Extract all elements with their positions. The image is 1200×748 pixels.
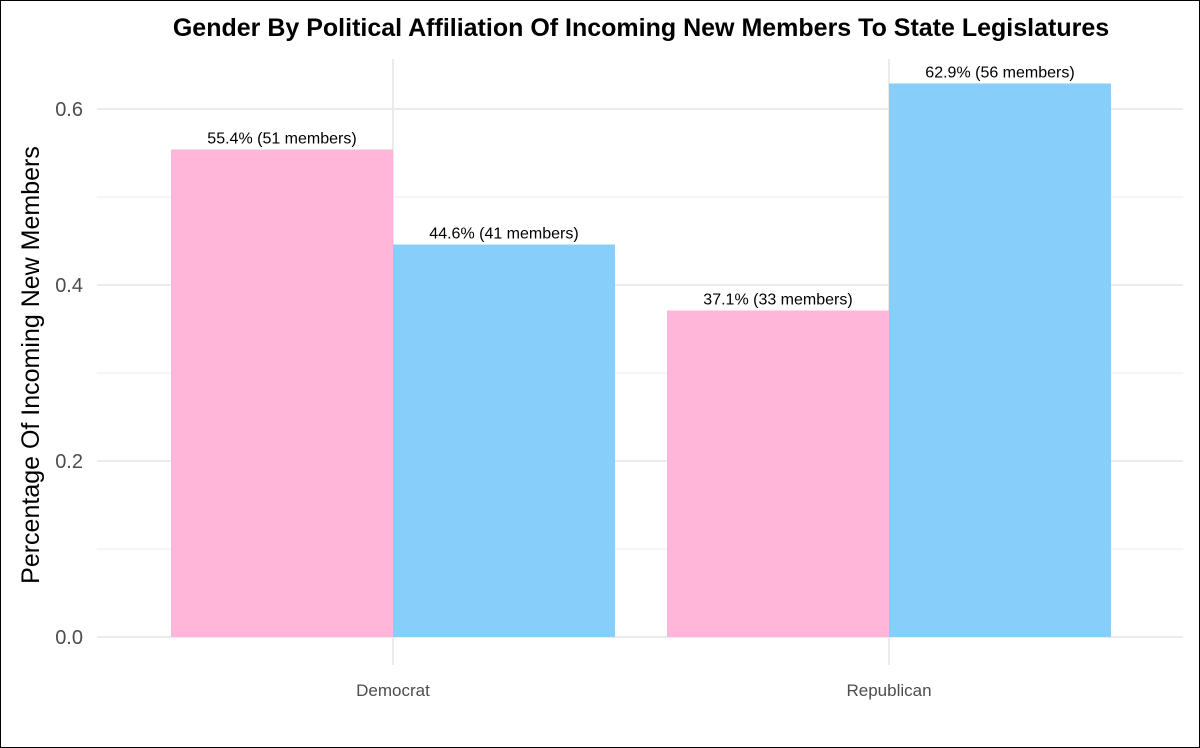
y-tick-label: 0.2 xyxy=(55,451,83,473)
axis-ticks: 0.0 0.2 0.4 0.6 Democrat Republican xyxy=(55,99,931,700)
data-label: 37.1% (33 members) xyxy=(703,292,852,309)
chart-title: Gender By Political Affiliation Of Incom… xyxy=(173,14,1109,42)
bar xyxy=(889,83,1111,638)
data-labels: 55.4% (51 members) 37.1% (33 members) 44.6… xyxy=(207,64,1074,308)
x-tick-label: Republican xyxy=(846,681,931,700)
y-tick-label: 0.6 xyxy=(55,99,83,121)
bar xyxy=(667,310,889,637)
y-tick-label: 0.4 xyxy=(55,275,83,297)
y-axis-label: Percentage Of Incoming New Members xyxy=(17,146,45,584)
data-label: 55.4% (51 members) xyxy=(207,130,356,147)
data-label: 44.6% (41 members) xyxy=(429,226,578,243)
bar xyxy=(393,244,615,637)
data-label: 62.9% (56 members) xyxy=(925,64,1074,81)
bars xyxy=(171,83,1111,638)
y-tick-label: 0.0 xyxy=(55,627,83,649)
x-tick-label: Democrat xyxy=(356,681,430,700)
bar xyxy=(171,149,393,638)
